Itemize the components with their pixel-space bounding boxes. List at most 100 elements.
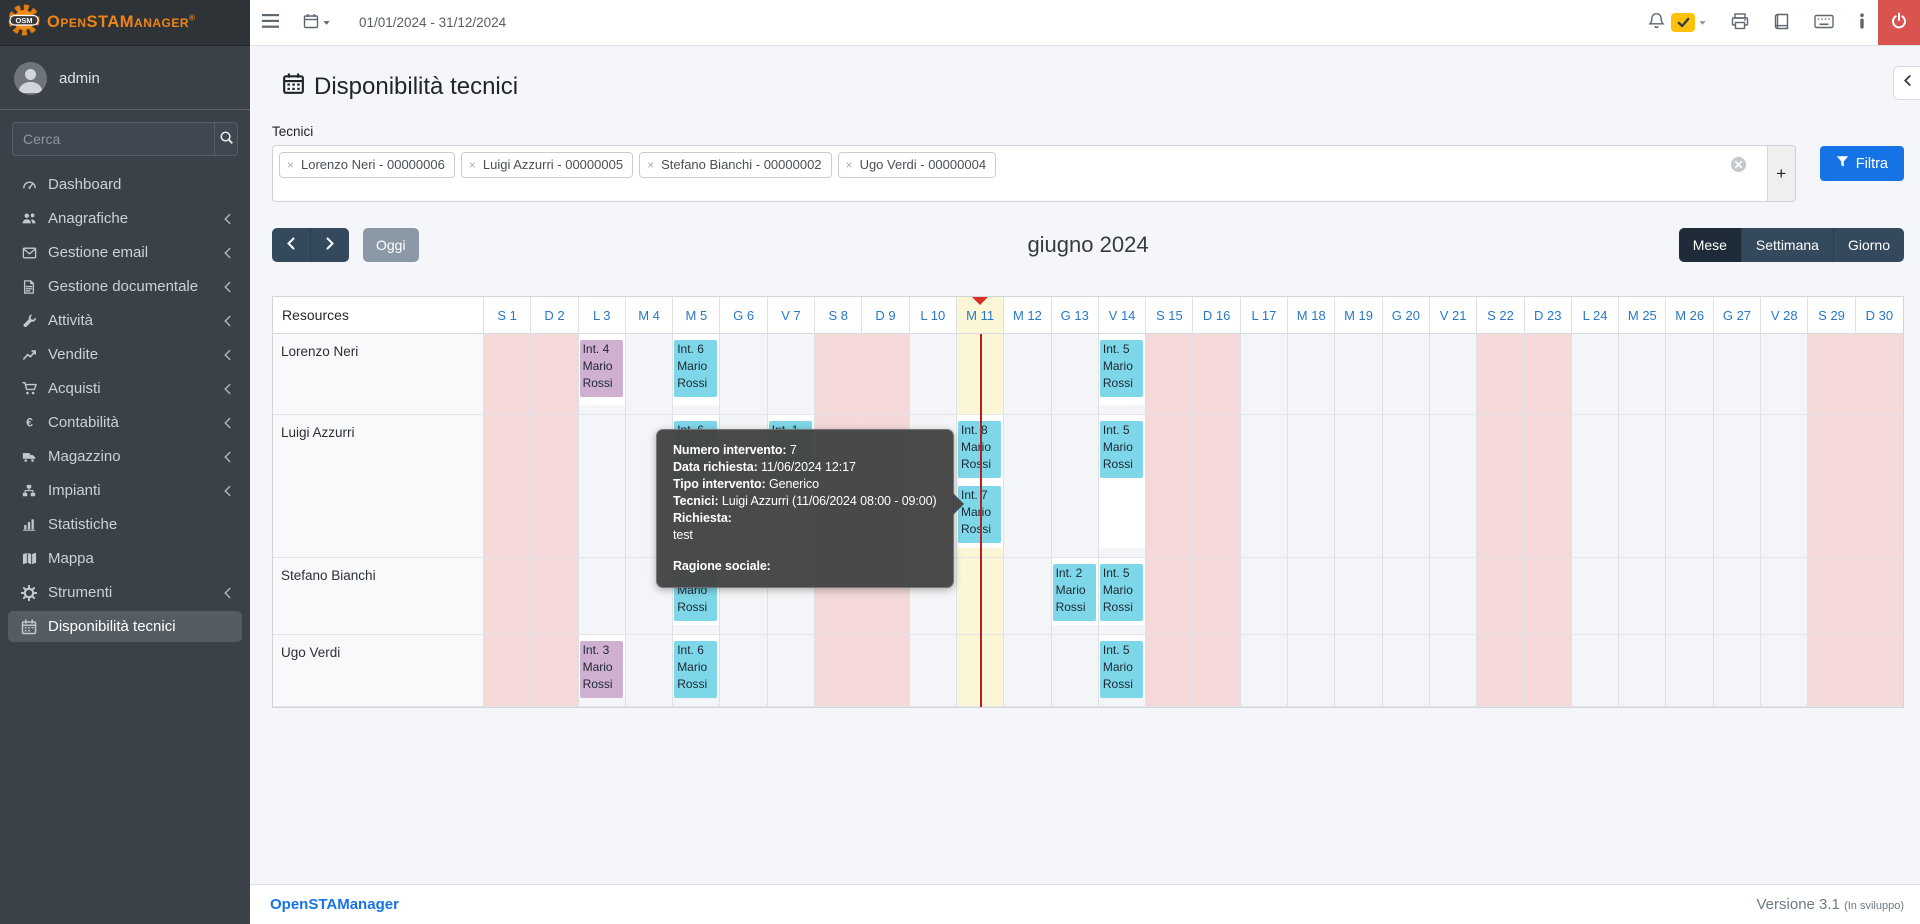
day-cell[interactable]: [1761, 415, 1809, 558]
day-header-link[interactable]: M 5: [685, 307, 708, 323]
view-button-giorno[interactable]: Giorno: [1832, 227, 1904, 262]
day-cell[interactable]: [1713, 334, 1762, 415]
sidebar-item-disponibilit-tecnici[interactable]: Disponibilità tecnici: [8, 611, 242, 642]
filter-button[interactable]: Filtra: [1819, 146, 1904, 181]
day-header-link[interactable]: G 27: [1722, 307, 1752, 323]
sidebar-item-statistiche[interactable]: Statistiche: [8, 509, 242, 540]
day-cell[interactable]: [1382, 415, 1430, 558]
day-header-link[interactable]: G 13: [1060, 307, 1089, 323]
day-cell[interactable]: [909, 334, 957, 415]
day-cell[interactable]: [1051, 415, 1099, 558]
footer-brand-link[interactable]: OpenSTAManager: [270, 896, 399, 913]
sidebar-item-vendite[interactable]: Vendite: [8, 339, 242, 370]
day-cell[interactable]: [1808, 334, 1856, 415]
day-cell[interactable]: [1193, 635, 1241, 707]
day-cell[interactable]: [1619, 334, 1667, 415]
day-cell[interactable]: [1713, 635, 1762, 707]
remove-tag-icon[interactable]: ×: [647, 157, 655, 172]
technician-tag[interactable]: × Lorenzo Neri - 00000006: [279, 152, 455, 178]
day-cell[interactable]: [1382, 334, 1430, 415]
day-header-link[interactable]: M 25: [1627, 307, 1657, 323]
event-block[interactable]: Int. 4 Mario Rossi: [579, 340, 623, 397]
app-brand[interactable]: OSM OpenSTAManager®: [0, 0, 250, 46]
technicians-select[interactable]: × Lorenzo Neri - 00000006 × Luigi Azzurri -…: [272, 145, 1796, 202]
day-cell[interactable]: [1240, 334, 1289, 415]
day-cell[interactable]: [1382, 558, 1430, 635]
day-cell[interactable]: [1713, 558, 1762, 635]
day-cell[interactable]: [1855, 415, 1903, 558]
day-cell[interactable]: [1524, 635, 1572, 707]
day-cell[interactable]: [1477, 334, 1525, 415]
day-cell[interactable]: [1524, 334, 1572, 415]
view-button-settimana[interactable]: Settimana: [1740, 227, 1833, 262]
day-cell[interactable]: [1193, 334, 1241, 415]
day-cell[interactable]: [1666, 415, 1714, 558]
day-cell[interactable]: [1240, 558, 1289, 635]
event-block[interactable]: Int. 5 Mario Rossi: [1099, 641, 1144, 698]
day-cell[interactable]: [1004, 415, 1052, 558]
day-cell[interactable]: [1477, 635, 1525, 707]
day-cell[interactable]: [578, 415, 626, 558]
day-cell[interactable]: Int. 5 Mario Rossi: [1098, 635, 1147, 707]
day-cell[interactable]: [1051, 635, 1099, 707]
day-cell[interactable]: [531, 558, 579, 635]
day-cell[interactable]: Int. 2 Mario Rossi: [1051, 558, 1099, 635]
day-cell[interactable]: [1004, 558, 1052, 635]
sidebar-item-impianti[interactable]: Impianti: [8, 475, 242, 506]
remove-tag-icon[interactable]: ×: [287, 157, 295, 172]
right-panel-toggle[interactable]: [1893, 66, 1920, 100]
technician-tag[interactable]: × Ugo Verdi - 00000004: [837, 152, 997, 178]
day-header-link[interactable]: G 20: [1391, 307, 1420, 323]
day-cell[interactable]: [1240, 415, 1289, 558]
sidebar-item-strumenti[interactable]: Strumenti: [8, 577, 242, 608]
event-block[interactable]: Int. 5 Mario Rossi: [1099, 564, 1144, 621]
day-cell[interactable]: [1666, 558, 1714, 635]
sidebar-item-gestione-email[interactable]: Gestione email: [8, 237, 242, 268]
period-dropdown-button[interactable]: [291, 0, 343, 45]
day-cell[interactable]: [1855, 334, 1903, 415]
today-button[interactable]: Oggi: [363, 227, 419, 262]
day-cell[interactable]: [1288, 558, 1336, 635]
technician-tag[interactable]: × Stefano Bianchi - 00000002: [639, 152, 832, 178]
print-button[interactable]: [1719, 0, 1761, 45]
day-cell[interactable]: [1429, 635, 1478, 707]
date-range[interactable]: 01/01/2024 - 31/12/2024: [359, 15, 507, 30]
day-cell[interactable]: [1288, 635, 1336, 707]
day-header-link[interactable]: L 3: [592, 307, 611, 323]
day-cell[interactable]: [578, 558, 626, 635]
day-header-link[interactable]: D 23: [1534, 307, 1562, 323]
day-header-link[interactable]: G 6: [733, 307, 755, 323]
search-button[interactable]: [214, 122, 238, 156]
day-cell[interactable]: [1761, 558, 1809, 635]
day-cell[interactable]: [1761, 334, 1809, 415]
day-cell[interactable]: [1571, 334, 1620, 415]
day-cell[interactable]: [484, 415, 532, 558]
day-header-link[interactable]: M 11: [966, 307, 995, 323]
day-header-link[interactable]: D 9: [875, 307, 896, 323]
sidebar-toggle-button[interactable]: [250, 0, 291, 45]
day-header-link[interactable]: M 4: [638, 307, 660, 323]
day-header-link[interactable]: M 26: [1675, 307, 1705, 323]
day-cell[interactable]: [1855, 635, 1903, 707]
logout-button[interactable]: [1878, 0, 1920, 45]
day-cell[interactable]: [767, 635, 816, 707]
day-cell[interactable]: [1619, 558, 1667, 635]
day-header-link[interactable]: L 24: [1582, 307, 1608, 323]
day-cell[interactable]: [531, 635, 579, 707]
day-cell[interactable]: [1193, 558, 1241, 635]
event-block[interactable]: Int. 5 Mario Rossi: [1099, 340, 1144, 397]
day-cell[interactable]: [1571, 558, 1620, 635]
info-button[interactable]: [1846, 0, 1878, 45]
day-cell[interactable]: [1713, 415, 1762, 558]
day-cell[interactable]: [1571, 415, 1620, 558]
day-header-link[interactable]: S 1: [497, 307, 517, 323]
day-cell[interactable]: [1619, 415, 1667, 558]
day-header-link[interactable]: M 18: [1296, 307, 1326, 323]
technician-tag[interactable]: × Luigi Azzurri - 00000005: [460, 152, 634, 178]
day-cell[interactable]: [862, 334, 910, 415]
day-cell[interactable]: [625, 635, 674, 707]
day-cell[interactable]: [1524, 558, 1572, 635]
remove-tag-icon[interactable]: ×: [845, 157, 853, 172]
